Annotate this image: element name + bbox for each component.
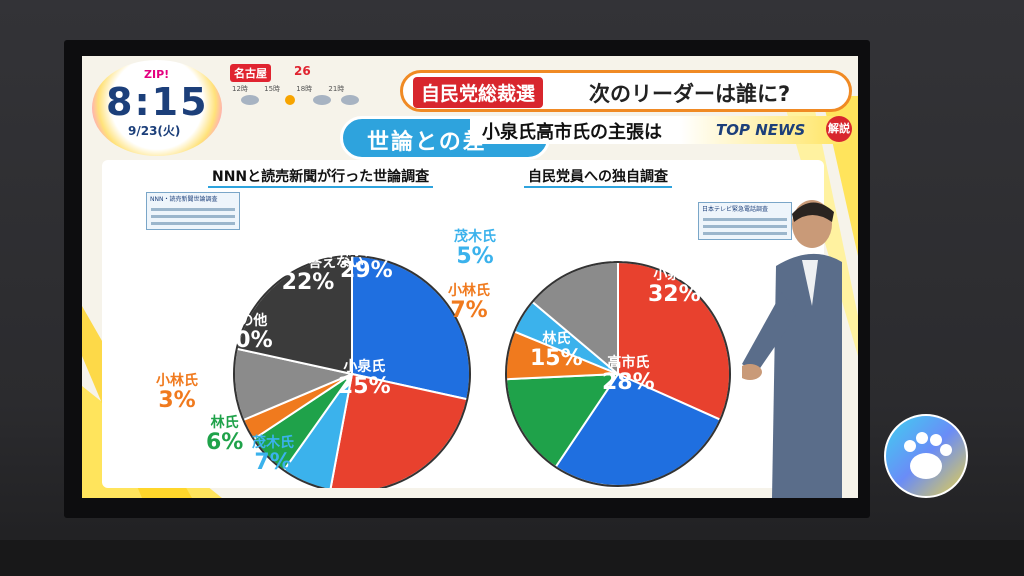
chart1-outline (233, 255, 471, 488)
chart2-survey-note: 日本テレビ緊急電話調査 (698, 202, 792, 240)
shelf (0, 540, 1024, 576)
chart2-note-title: 日本テレビ緊急電話調査 (702, 206, 769, 213)
top-news-badge: TOP NEWS (716, 121, 806, 139)
paw-icon (884, 414, 968, 498)
chart1-label-takaichi: 高市氏 29% (340, 243, 393, 283)
chart2-label-koizumi: 小泉氏 32% (648, 267, 701, 307)
chart2-label-kobayashi: 小林氏 7% (448, 283, 490, 323)
weather-icons (241, 95, 359, 105)
chart2-title: 自民党員への独自調査 (524, 166, 672, 188)
pie-charts (233, 254, 731, 488)
chart1-label-koizumi: 小泉氏 25% (338, 359, 391, 399)
chart2-label-motegi: 茂木氏 5% (454, 229, 496, 269)
chart1-title: NNNと読売新聞が行った世論調査 (208, 166, 434, 188)
chart1-survey-note: NNN・読売新聞世論調査 (146, 192, 240, 230)
chart2-label-takaichi: 高市氏 28% (602, 355, 655, 395)
chart1-label-hayashi: 林氏 6% (206, 415, 244, 455)
clock-time: 8:15 (106, 80, 209, 124)
chart1-label-none: いない・答えない 22% (252, 255, 364, 295)
program-logo: ZIP! (144, 68, 170, 81)
weather-temp: 26 (294, 64, 311, 78)
clock-badge: ZIP! 8:15 9/23(火) (92, 60, 222, 156)
chart1-label-motegi: 茂木氏 7% (252, 435, 294, 475)
chart2-label-undecided: 決めていない 14% (560, 227, 644, 267)
subheadline-text: 小泉氏高市氏の主張は (482, 122, 662, 143)
chart1-note-title: NNN・読売新聞世論調査 (150, 196, 218, 203)
headline-banner: 自民党総裁選 次のリーダーは誰に? (400, 70, 852, 112)
weather-widget: 名古屋 26 12時 15時 18時 21時 (230, 62, 362, 106)
tv-screen: ZIP! 8:15 9/23(火) 名古屋 26 12時 15時 18時 21時… (82, 56, 858, 498)
kaisetsu-badge: 解説 (826, 116, 852, 142)
section-title: 世論との差 (367, 130, 487, 155)
chart1-label-other: その他 10% (220, 313, 273, 353)
subheadline-bar: 小泉氏高市氏の主張は TOP NEWS 解説 (470, 116, 852, 144)
weather-city: 名古屋 (230, 64, 271, 82)
headline-tag: 自民党総裁選 (413, 77, 544, 108)
chart2-label-hayashi: 林氏 15% (530, 331, 583, 371)
clock-date: 9/23(火) (128, 124, 181, 138)
chart1-label-kobayashi: 小林氏 3% (156, 373, 198, 413)
presenter (742, 200, 842, 498)
weather-times: 12時 15時 18時 21時 (232, 85, 345, 93)
headline-text: 次のリーダーは誰に? (589, 82, 791, 106)
chart-panel: NNNと読売新聞が行った世論調査 自民党員への独自調査 NNN・読売新聞世論調査… (102, 160, 824, 488)
chart2-outline (505, 261, 731, 487)
